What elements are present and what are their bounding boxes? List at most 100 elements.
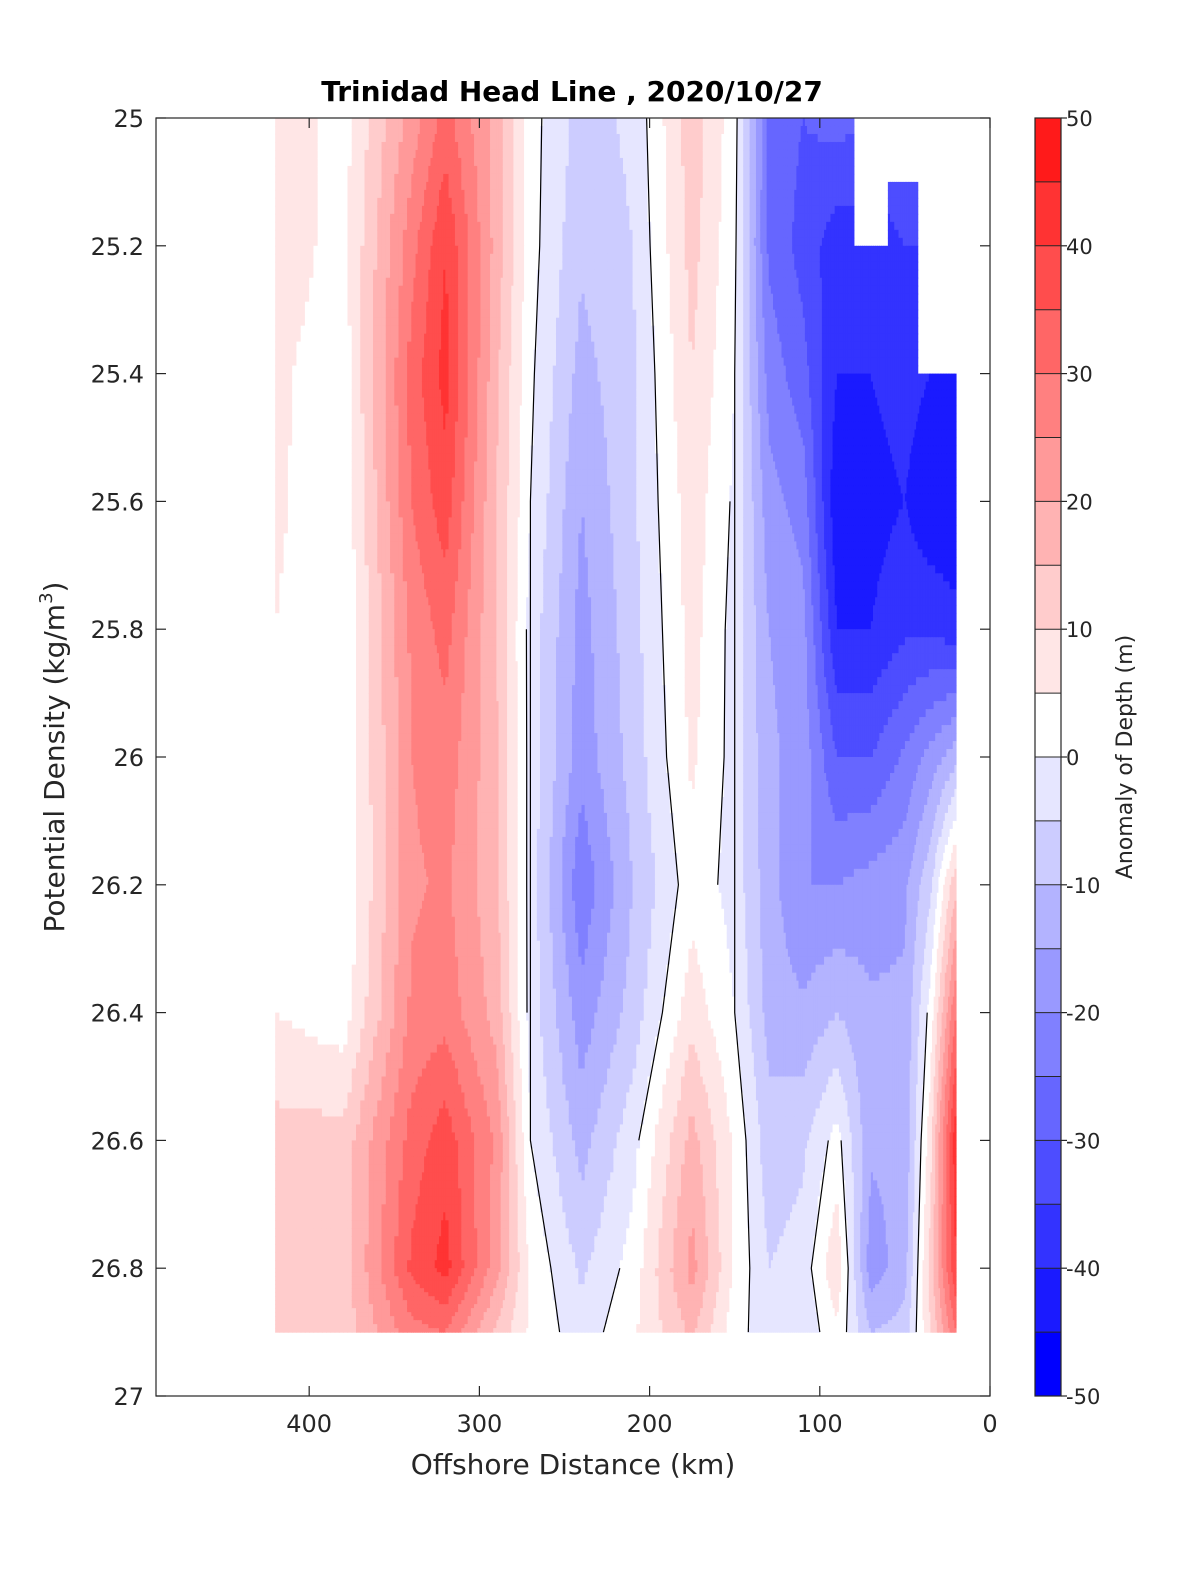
contour-cell xyxy=(296,605,301,614)
contour-cell xyxy=(309,166,314,175)
contour-cell xyxy=(288,1132,293,1141)
contour-cell xyxy=(339,326,344,335)
contour-cell xyxy=(279,174,284,183)
contour-cell xyxy=(279,374,284,383)
contour-cell xyxy=(275,270,280,279)
contour-cell xyxy=(318,1132,323,1141)
contour-cell xyxy=(318,1077,323,1086)
contour-cell xyxy=(275,310,280,319)
contour-cell xyxy=(275,1132,280,1141)
contour-cell xyxy=(330,677,335,686)
contour-cell xyxy=(275,1308,280,1313)
contour-cell xyxy=(322,989,327,998)
contour-cell xyxy=(301,829,306,838)
contour-cell xyxy=(279,933,284,942)
contour-cell xyxy=(339,438,344,447)
contour-cell xyxy=(309,725,314,734)
contour-cell xyxy=(339,222,344,231)
contour-cell xyxy=(330,222,335,231)
contour-cell xyxy=(309,509,314,518)
contour-cell xyxy=(318,781,323,790)
contour-cell xyxy=(330,565,335,574)
contour-cell xyxy=(275,877,280,886)
contour-cell xyxy=(292,789,297,798)
contour-cell xyxy=(305,1196,310,1205)
contour-cell xyxy=(339,757,344,766)
contour-cell xyxy=(313,174,318,183)
contour-cell xyxy=(339,613,344,622)
contour-cell xyxy=(288,1061,293,1070)
contour-cell xyxy=(301,1196,306,1205)
contour-cell xyxy=(322,350,327,359)
contour-cell xyxy=(322,917,327,926)
contour-cell xyxy=(296,1069,301,1078)
contour-cell xyxy=(292,485,297,494)
contour-cell xyxy=(309,621,314,630)
contour-cell xyxy=(330,981,335,990)
contour-cell xyxy=(288,1045,293,1054)
contour-cell xyxy=(284,174,289,183)
contour-cell xyxy=(309,981,314,990)
contour-cell xyxy=(301,270,306,279)
contour-cell xyxy=(284,1061,289,1070)
contour-cell xyxy=(292,781,297,790)
contour-cell xyxy=(279,182,284,191)
contour-cell xyxy=(288,469,293,478)
contour-cell xyxy=(330,845,335,854)
contour-cell xyxy=(284,126,289,135)
contour-cell xyxy=(275,1212,280,1221)
contour-cell xyxy=(305,1132,310,1141)
contour-cell xyxy=(279,613,284,622)
contour-cell xyxy=(284,661,289,670)
contour-cell xyxy=(322,1005,327,1014)
contour-cell xyxy=(322,1196,327,1205)
contour-cell xyxy=(296,997,301,1006)
contour-cell xyxy=(296,118,301,127)
contour-cell xyxy=(330,453,335,462)
contour-cell xyxy=(330,1077,335,1086)
contour-cell xyxy=(279,1300,284,1305)
contour-cell xyxy=(301,997,306,1006)
contour-cell xyxy=(296,541,301,550)
contour-cell xyxy=(313,1212,318,1221)
contour-cell xyxy=(288,933,293,942)
contour-cell xyxy=(292,286,297,295)
contour-cell xyxy=(296,1053,301,1062)
contour-cell xyxy=(279,765,284,774)
contour-cell xyxy=(322,1100,327,1109)
contour-cell xyxy=(326,965,331,974)
contour-cell xyxy=(309,118,314,127)
contour-cell xyxy=(335,965,340,974)
contour-cell xyxy=(301,286,306,295)
contour-cell xyxy=(313,973,318,982)
contour-cell xyxy=(309,677,314,686)
contour-cell xyxy=(318,925,323,934)
contour-cell xyxy=(326,765,331,774)
contour-cell xyxy=(305,533,310,542)
contour-cell xyxy=(322,733,327,742)
contour-cell xyxy=(296,493,301,502)
contour-cell xyxy=(275,1276,280,1281)
contour-cell xyxy=(309,1132,314,1141)
contour-cell xyxy=(313,390,318,399)
contour-cell xyxy=(279,254,284,263)
contour-cell xyxy=(301,781,306,790)
contour-cell xyxy=(335,957,340,966)
contour-cell xyxy=(322,198,327,207)
contour-cell xyxy=(313,829,318,838)
contour-cell xyxy=(296,813,301,822)
contour-cell xyxy=(275,126,280,135)
contour-cell xyxy=(305,701,310,710)
contour-cell xyxy=(326,789,331,798)
contour-cell xyxy=(330,973,335,982)
contour-cell xyxy=(313,549,318,558)
contour-cell xyxy=(335,1156,340,1165)
contour-cell xyxy=(288,430,293,439)
contour-cell xyxy=(292,1244,297,1253)
contour-cell xyxy=(279,757,284,766)
contour-cell xyxy=(288,1188,293,1197)
contour-cell xyxy=(288,573,293,582)
contour-cell xyxy=(309,461,314,470)
contour-chart: 400 300 200 100 0 2525.225.425.625.82626.226… xyxy=(0,0,1200,1575)
contour-cell xyxy=(301,174,306,183)
